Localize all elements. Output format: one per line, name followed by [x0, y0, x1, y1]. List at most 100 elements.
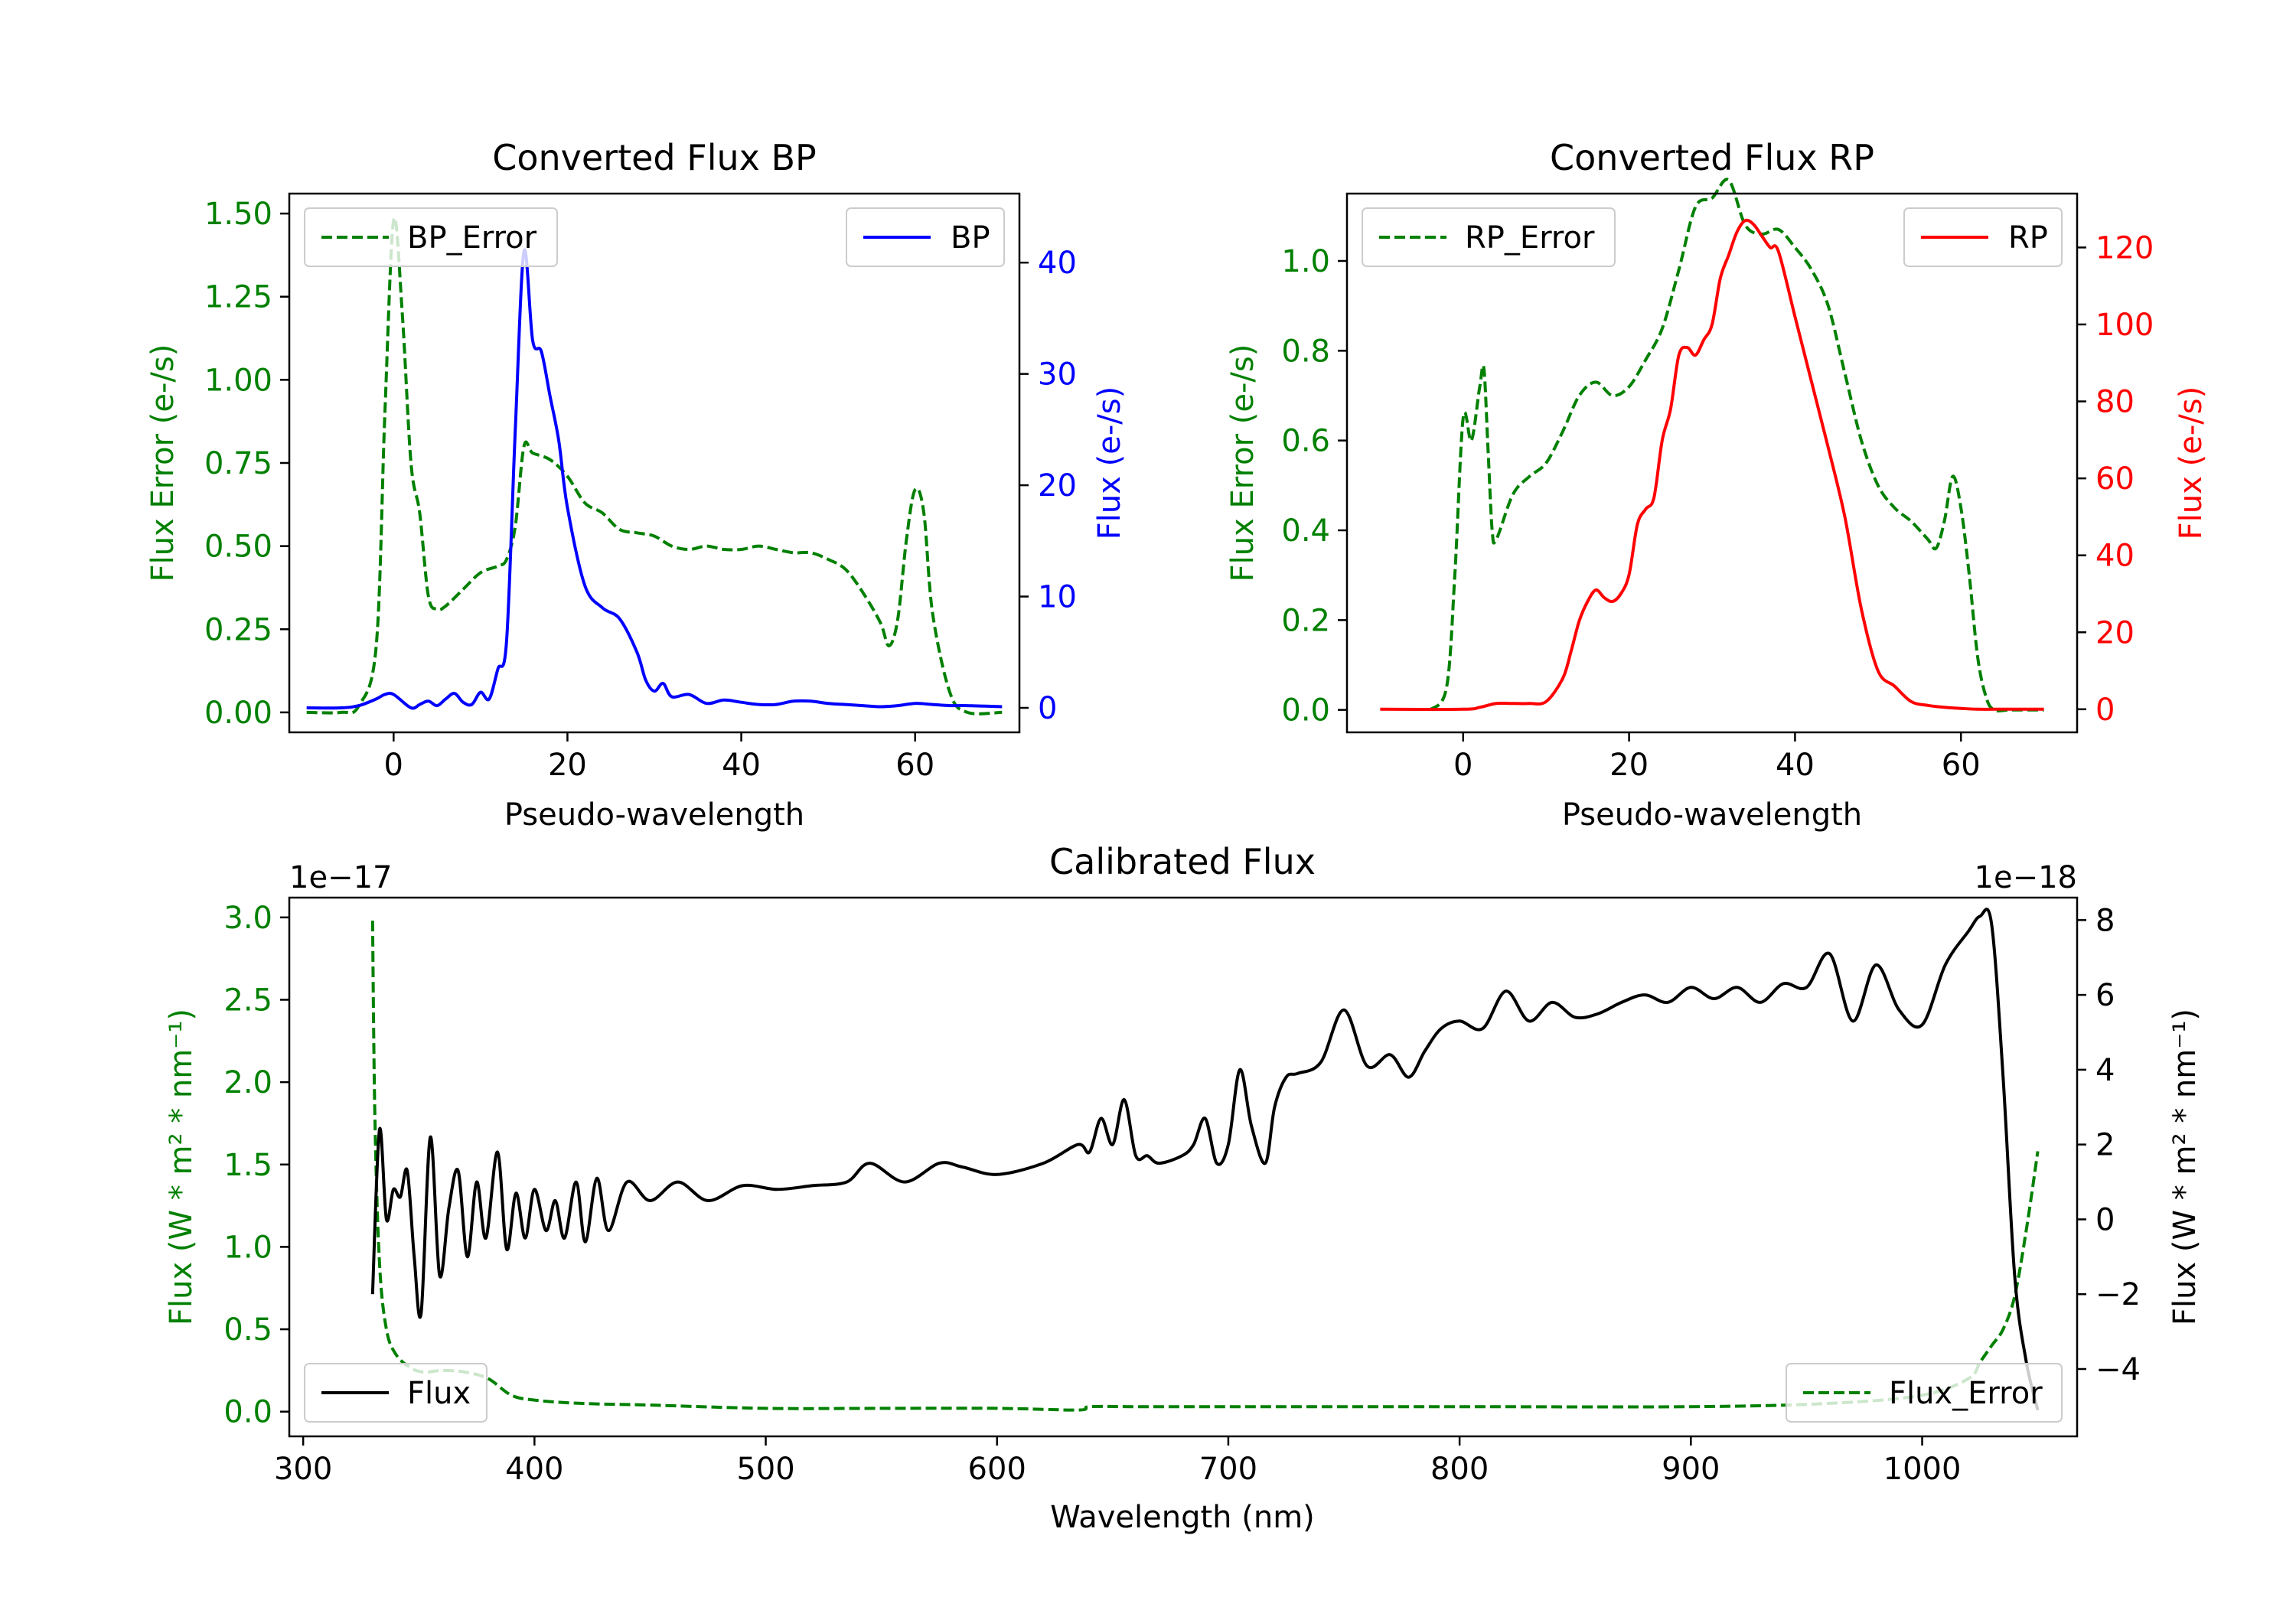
cal-legend-flux-label: Flux [407, 1376, 471, 1411]
bp-x-tick-label: 40 [722, 748, 761, 783]
bp-x-ticks: 0 20 40 60 [384, 732, 934, 783]
cal-x-tick-label: 500 [736, 1452, 794, 1487]
bp-right-tick-label: 40 [1038, 246, 1077, 281]
bp-panel: Converted Flux BP 0 20 40 60 0.000.250.500.… [145, 137, 1127, 833]
bp-right-tick-label: 0 [1038, 691, 1057, 726]
cal-right-tick-label: 6 [2095, 978, 2115, 1013]
bp-x-tick-label: 20 [548, 748, 587, 783]
cal-series-flux [370, 908, 2040, 1411]
cal-x-tick-label: 900 [1662, 1452, 1720, 1487]
bp-left-tick-label: 1.25 [204, 280, 272, 315]
cal-left-axis-label: Flux (W * m² * nm⁻¹) [164, 1009, 199, 1325]
bp-right-tick-label: 10 [1038, 580, 1077, 615]
rp-panel: Converted Flux RP 0 20 40 60 0.00.20.40.60.… [1225, 137, 2209, 833]
cal-left-offset-text: 1e−17 [289, 860, 392, 895]
rp-title: Converted Flux RP [1550, 137, 1874, 178]
bp-left-tick-label: 1.00 [204, 363, 272, 398]
rp-x-label: Pseudo-wavelength [1562, 797, 1862, 833]
cal-plot-frame [288, 896, 2079, 1438]
bp-right-tick-label: 30 [1038, 357, 1077, 393]
cal-left-tick-label: 0.0 [223, 1395, 272, 1430]
cal-left-tick-label: 2.0 [223, 1065, 272, 1100]
rp-left-tick-label: 0.8 [1281, 334, 1330, 369]
bp-series-bp [306, 248, 1003, 710]
bp-left-tick-label: 1.50 [204, 197, 272, 232]
cal-x-tick-label: 600 [968, 1452, 1026, 1487]
rp-legend-flux[interactable]: RP [1903, 207, 2063, 267]
bp-right-axis-label: Flux (e-/s) [1092, 386, 1127, 539]
rp-right-tick-label: 20 [2095, 615, 2135, 650]
rp-x-ticks: 0 20 40 60 [1453, 732, 1981, 783]
bp-legend-error-label: BP_Error [407, 220, 537, 256]
cal-right-tick-label: 8 [2095, 903, 2115, 938]
rp-right-tick-label: 100 [2095, 308, 2154, 343]
rp-x-tick-label: 60 [1942, 748, 1981, 783]
bp-left-tick-label: 0.75 [204, 446, 272, 481]
rp-legend-error-label: RP_Error [1465, 220, 1595, 256]
rp-left-tick-label: 0.0 [1281, 693, 1330, 729]
cal-x-label: Wavelength (nm) [1050, 1500, 1315, 1535]
bp-legend-flux[interactable]: BP [846, 207, 1005, 267]
cal-right-tick-label: 2 [2095, 1128, 2115, 1163]
rp-right-tick-label: 120 [2095, 230, 2154, 266]
cal-right-tick-label: −2 [2095, 1277, 2141, 1312]
cal-x-tick-label: 800 [1430, 1452, 1489, 1487]
bp-x-label: Pseudo-wavelength [504, 797, 804, 833]
cal-x-tick-label: 1000 [1883, 1452, 1962, 1487]
cal-right-tick-label: −4 [2095, 1352, 2141, 1387]
rp-left-ticks: 0.0 0.2 0.4 0.6 0.8 1.0 [1281, 244, 1347, 729]
rp-right-tick-label: 40 [2095, 539, 2135, 574]
rp-lines [1380, 178, 2044, 712]
rp-legend-error[interactable]: RP_Error [1362, 207, 1616, 267]
rp-right-axis-label: Flux (e-/s) [2174, 386, 2209, 539]
rp-x-tick-label: 40 [1776, 748, 1815, 783]
cal-x-ticks: 300 400 500 600 700 800 900 1000 [274, 1436, 1961, 1487]
cal-left-tick-label: 1.0 [223, 1230, 272, 1265]
bp-x-tick-label: 60 [895, 748, 934, 783]
bp-left-ticks: 0.00 0.25 0.50 0.75 1.00 1.25 1.50 [204, 197, 289, 731]
bp-lines [306, 216, 1003, 715]
cal-left-ticks: 0.0 0.5 1.0 1.5 2.0 2.5 3.0 [223, 901, 289, 1430]
cal-x-tick-label: 700 [1199, 1452, 1257, 1487]
cal-right-offset-text: 1e−18 [1975, 860, 2077, 895]
bp-left-tick-label: 0.50 [204, 530, 272, 565]
rp-series-rp-error [1428, 178, 2044, 712]
cal-right-tick-label: 4 [2095, 1053, 2115, 1088]
bp-title: Converted Flux BP [492, 137, 817, 178]
rp-right-tick-label: 0 [2095, 693, 2115, 728]
rp-left-tick-label: 0.4 [1281, 513, 1330, 549]
cal-legend-flux[interactable]: Flux [304, 1363, 488, 1423]
bp-left-tick-label: 0.25 [204, 612, 272, 647]
cal-legend-error[interactable]: Flux_Error [1786, 1363, 2063, 1423]
rp-series-rp [1380, 218, 2044, 711]
rp-right-tick-label: 80 [2095, 385, 2135, 420]
cal-legend-error-label: Flux_Error [1889, 1376, 2043, 1411]
cal-left-tick-label: 3.0 [223, 901, 272, 936]
cal-x-tick-label: 300 [274, 1452, 332, 1487]
rp-left-axis-label: Flux Error (e-/s) [1225, 344, 1261, 582]
rp-left-tick-label: 0.2 [1281, 603, 1330, 638]
rp-x-tick-label: 0 [1453, 748, 1473, 783]
bp-right-ticks: 0 10 20 30 40 [1019, 246, 1077, 726]
rp-right-ticks: 0 20 40 60 80 100 120 [2077, 230, 2154, 728]
cal-left-tick-label: 2.5 [223, 983, 272, 1018]
bp-series-bp-error [306, 216, 1003, 715]
cal-right-ticks: −4 −2 0 2 4 6 8 [2077, 903, 2141, 1387]
cal-left-tick-label: 1.5 [223, 1148, 272, 1183]
rp-left-tick-label: 0.6 [1281, 424, 1330, 459]
rp-left-tick-label: 1.0 [1281, 244, 1330, 279]
rp-right-tick-label: 60 [2095, 461, 2135, 497]
bp-right-tick-label: 20 [1038, 468, 1077, 504]
bp-x-tick-label: 0 [384, 748, 403, 783]
cal-right-tick-label: 0 [2095, 1202, 2115, 1237]
rp-legend-flux-label: RP [2008, 220, 2048, 256]
bp-left-axis-label: Flux Error (e-/s) [145, 344, 181, 582]
cal-title: Calibrated Flux [1049, 841, 1316, 882]
cal-right-axis-label: Flux (W * m² * nm⁻¹) [2167, 1009, 2203, 1325]
bp-legend-flux-label: BP [951, 220, 990, 256]
bp-legend-error[interactable]: BP_Error [304, 207, 558, 267]
rp-x-tick-label: 20 [1609, 748, 1649, 783]
cal-left-tick-label: 0.5 [223, 1312, 272, 1348]
